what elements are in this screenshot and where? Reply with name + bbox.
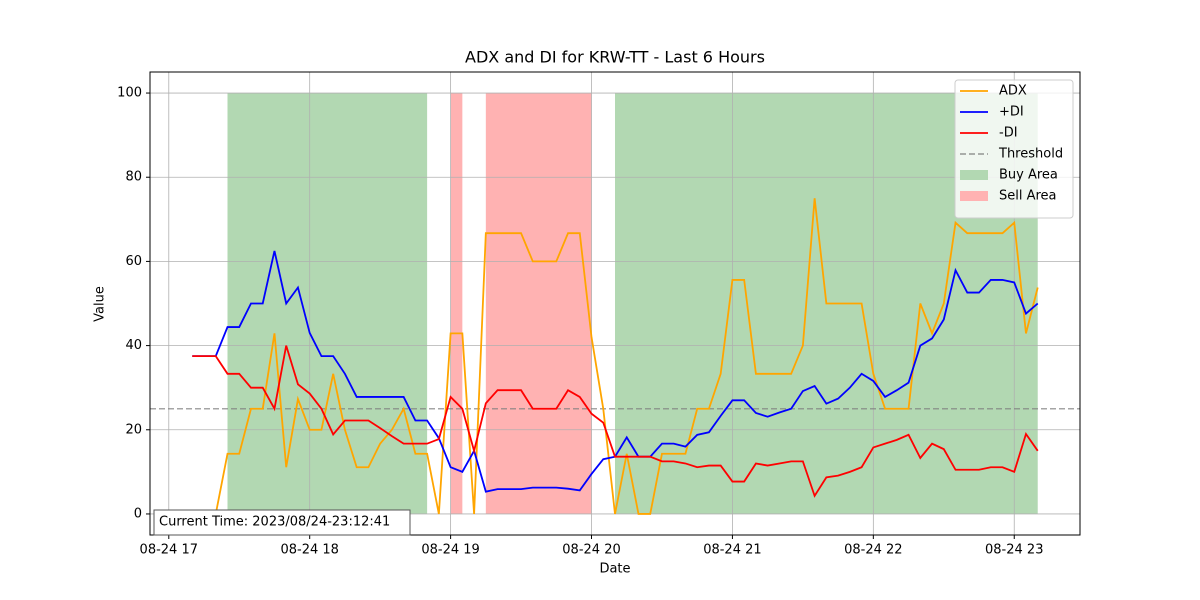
legend-label: Threshold xyxy=(998,147,1063,162)
legend-label: Sell Area xyxy=(999,189,1057,204)
x-axis-label: Date xyxy=(599,562,630,577)
annotation-box xyxy=(153,509,411,536)
y-tick-label: 60 xyxy=(125,254,142,269)
legend-label: Buy Area xyxy=(999,168,1058,183)
chart-title: ADX and DI for KRW-TT - Last 6 Hours xyxy=(465,48,765,67)
shaded-area xyxy=(450,93,463,514)
y-axis-label: Value xyxy=(93,286,108,322)
legend-swatch xyxy=(960,191,988,201)
x-tick-label: 08-24 17 xyxy=(140,543,198,558)
legend-box xyxy=(954,79,1074,219)
legend-label: ADX xyxy=(999,84,1027,99)
legend-label: -DI xyxy=(999,126,1018,141)
y-tick-label: 100 xyxy=(117,86,142,101)
annotation: Current Time: 2023/08/24-23:12:41 xyxy=(159,515,390,530)
series-line xyxy=(192,345,1039,498)
x-tick-label: 08-24 18 xyxy=(280,543,338,558)
y-tick-label: 0 xyxy=(134,506,142,521)
y-tick-label: 40 xyxy=(125,338,142,353)
y-tick-label: 80 xyxy=(125,170,142,185)
x-tick-label: 08-24 23 xyxy=(985,543,1043,558)
plot-frame xyxy=(149,71,1081,536)
legend-label: +DI xyxy=(999,105,1024,120)
series-line xyxy=(192,198,1039,515)
legend-swatch xyxy=(960,170,988,180)
shaded-area xyxy=(485,93,592,514)
x-tick-label: 08-24 20 xyxy=(562,543,620,558)
x-tick-label: 08-24 21 xyxy=(703,543,761,558)
x-tick-label: 08-24 22 xyxy=(844,543,902,558)
y-tick-label: 20 xyxy=(125,422,142,437)
x-tick-label: 08-24 19 xyxy=(421,543,479,558)
